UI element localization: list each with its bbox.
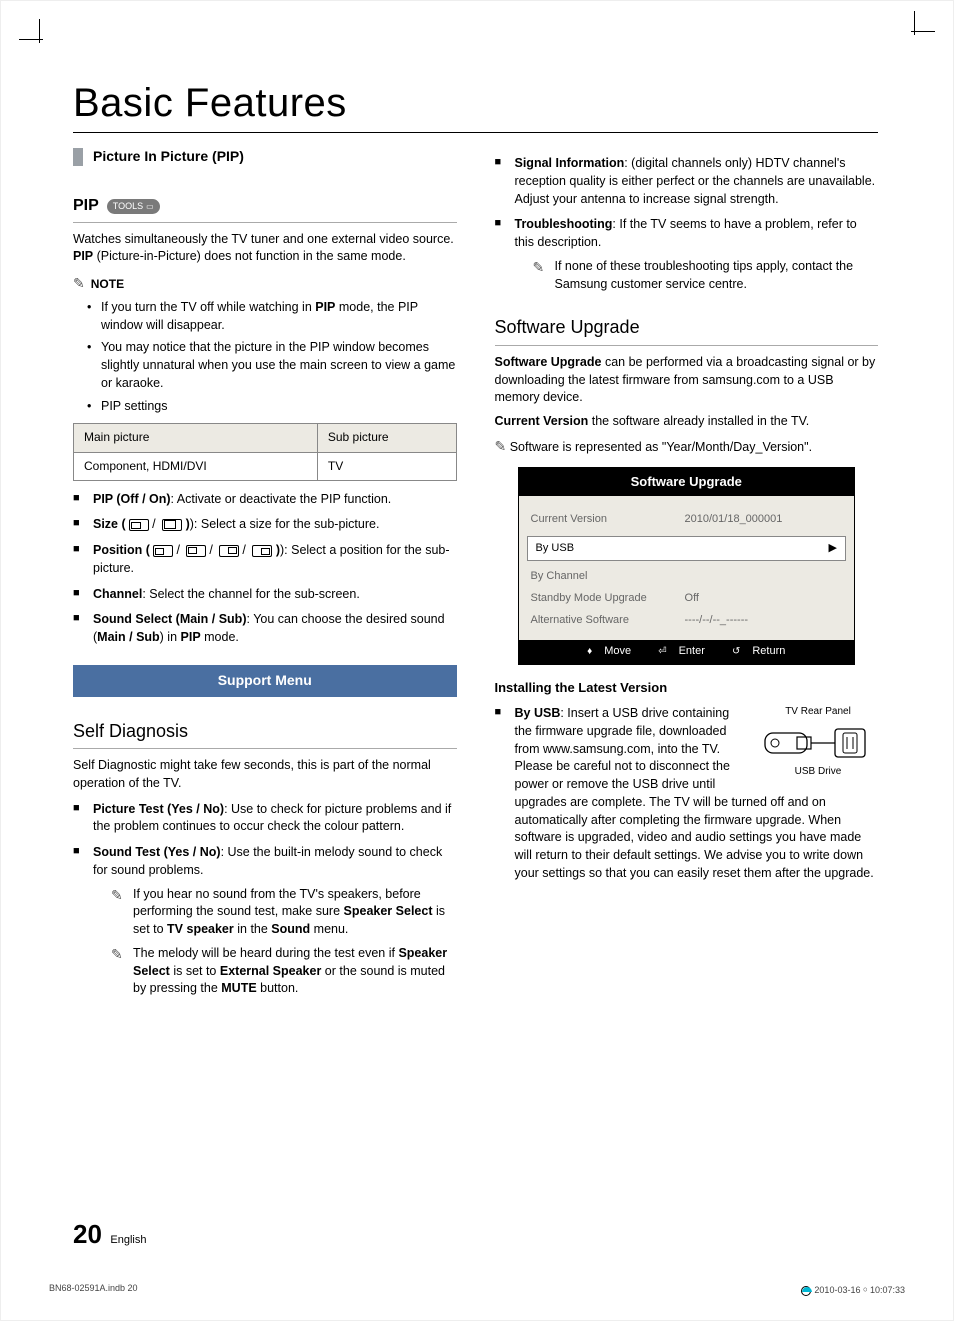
table-cell: TV: [317, 452, 456, 480]
print-filename: BN68-02591A.indb 20: [49, 1283, 138, 1296]
osd-key: Standby Mode Upgrade: [531, 591, 661, 607]
table-header: Sub picture: [317, 424, 456, 452]
updown-icon: ♦: [587, 646, 592, 657]
manual-page: Basic Features Picture In Picture (PIP) …: [0, 0, 954, 1321]
pencil-icon: ✎: [73, 274, 85, 294]
right-top-list: Signal Information: (digital channels on…: [495, 155, 879, 293]
software-upgrade-heading: Software Upgrade: [495, 315, 879, 346]
right-column: Signal Information: (digital channels on…: [495, 147, 879, 1006]
pencil-icon: ✎: [495, 438, 507, 454]
size-small-icon: [129, 519, 149, 531]
pos-br-icon: [252, 545, 272, 557]
osd-value: ----/--/--_------: [685, 613, 749, 629]
pos-tl-icon: [186, 545, 206, 557]
pencil-icon: ✎: [111, 886, 123, 906]
crop-mark: [39, 19, 40, 43]
page-footer: 20 English: [73, 1219, 146, 1250]
print-footer: BN68-02591A.indb 20 2010-03-16 ￮ 10:07:3…: [49, 1283, 905, 1296]
osd-title: Software Upgrade: [519, 468, 854, 496]
osd-footer-move: ♦Move: [581, 645, 637, 657]
pip-options-list: PIP (Off / On): Activate or deactivate t…: [73, 491, 457, 647]
figure-caption-top: TV Rear Panel: [758, 705, 878, 719]
list-item: Sound Test (Yes / No): Use the built-in …: [73, 844, 457, 998]
section-header-pip: Picture In Picture (PIP): [73, 147, 457, 167]
page-language: English: [110, 1234, 146, 1246]
list-item: PIP (Off / On): Activate or deactivate t…: [73, 491, 457, 509]
pencil-icon: ✎: [533, 258, 545, 278]
osd-footer: ♦Move ⏎Enter ↺Return: [519, 640, 854, 664]
osd-highlighted-row: By USB ▶: [527, 536, 846, 562]
table-cell: Component, HDMI/DVI: [74, 452, 318, 480]
note-label: NOTE: [91, 276, 124, 293]
support-menu-ribbon: Support Menu: [73, 665, 457, 697]
table-header: Main picture: [74, 424, 318, 452]
osd-value: Off: [685, 591, 699, 607]
osd-row: Alternative Software ----/--/--_------: [531, 613, 842, 629]
section-marker: [73, 148, 83, 166]
osd-row: Current Version 2010/01/18_000001: [531, 512, 842, 528]
sub-note: ✎ The melody will be heard during the te…: [93, 945, 457, 998]
sw-upgrade-p1: Software Upgrade can be performed via a …: [495, 354, 879, 407]
sub-note: ✎ If none of these troubleshooting tips …: [515, 258, 879, 294]
size-large-icon: [162, 519, 182, 531]
pip-settings-table: Main picture Sub picture Component, HDMI…: [73, 423, 457, 480]
section-label: Picture In Picture (PIP): [93, 147, 244, 167]
install-list: TV Rear Panel USB Drive: [495, 705, 879, 883]
usb-figure: TV Rear Panel USB Drive: [758, 705, 878, 779]
osd-footer-return: ↺Return: [726, 645, 791, 657]
osd-key: By Channel: [531, 569, 661, 585]
pos-bl-icon: [153, 545, 173, 557]
page-title: Basic Features: [73, 81, 878, 133]
feature-heading-pip: PIP TOOLS ▭: [73, 195, 457, 223]
tools-label: TOOLS: [113, 200, 143, 213]
self-diagnosis-list: Picture Test (Yes / No): Use to check fo…: [73, 801, 457, 999]
return-icon: ↺: [732, 646, 740, 657]
list-item: If you turn the TV off while watching in…: [101, 299, 457, 335]
sw-upgrade-note: ✎ Software is represented as "Year/Month…: [495, 437, 879, 457]
tools-badge: TOOLS ▭: [107, 199, 160, 214]
osd-value: 2010/01/18_000001: [685, 512, 783, 528]
list-item: Size ( / )): Select a size for the sub-p…: [73, 516, 457, 534]
enter-icon: ⏎: [658, 646, 666, 657]
note-heading: ✎ NOTE: [73, 274, 457, 294]
page-number: 20: [73, 1219, 102, 1249]
usb-drive-icon: [763, 723, 873, 763]
pos-tr-icon: [219, 545, 239, 557]
sub-note: ✎ If you hear no sound from the TV's spe…: [93, 886, 457, 939]
list-item: Troubleshooting: If the TV seems to have…: [495, 216, 879, 293]
list-item: Signal Information: (digital channels on…: [495, 155, 879, 208]
list-item: PIP settings: [101, 398, 457, 416]
figure-caption-bottom: USB Drive: [758, 765, 878, 779]
list-item: Channel: Select the channel for the sub-…: [73, 586, 457, 604]
osd-footer-enter: ⏎Enter: [652, 645, 711, 657]
self-diagnosis-heading: Self Diagnosis: [73, 719, 457, 750]
two-column-layout: Picture In Picture (PIP) PIP TOOLS ▭ Wat…: [73, 147, 878, 1006]
osd-row: Standby Mode Upgrade Off: [531, 591, 842, 607]
clock-icon: [801, 1286, 811, 1296]
list-item: TV Rear Panel USB Drive: [495, 705, 879, 883]
pencil-icon: ✎: [111, 945, 123, 965]
print-timestamp: 2010-03-16 ￮ 10:07:33: [801, 1283, 905, 1296]
osd-key: Current Version: [531, 512, 661, 528]
list-item: Picture Test (Yes / No): Use to check fo…: [73, 801, 457, 837]
pip-intro: Watches simultaneously the TV tuner and …: [73, 231, 457, 267]
list-item: You may notice that the picture in the P…: [101, 339, 457, 392]
self-diagnosis-intro: Self Diagnostic might take few seconds, …: [73, 757, 457, 793]
chevron-right-icon: ▶: [829, 541, 837, 557]
osd-hl-label: By USB: [536, 541, 575, 557]
sw-upgrade-p2: Current Version the software already ins…: [495, 413, 879, 431]
pip-notes-list: If you turn the TV off while watching in…: [73, 299, 457, 416]
install-heading: Installing the Latest Version: [495, 679, 879, 697]
feature-title: PIP: [73, 195, 99, 218]
list-item: Position ( / / / )): Select a position f…: [73, 542, 457, 578]
osd-key: Alternative Software: [531, 613, 661, 629]
crop-mark: [914, 11, 915, 35]
tools-icon: ▭: [146, 201, 154, 212]
osd-body: Current Version 2010/01/18_000001 By USB…: [519, 496, 854, 640]
osd-panel: Software Upgrade Current Version 2010/01…: [518, 467, 855, 665]
list-item: Sound Select (Main / Sub): You can choos…: [73, 611, 457, 647]
osd-row: By Channel: [531, 569, 842, 585]
left-column: Picture In Picture (PIP) PIP TOOLS ▭ Wat…: [73, 147, 457, 1006]
